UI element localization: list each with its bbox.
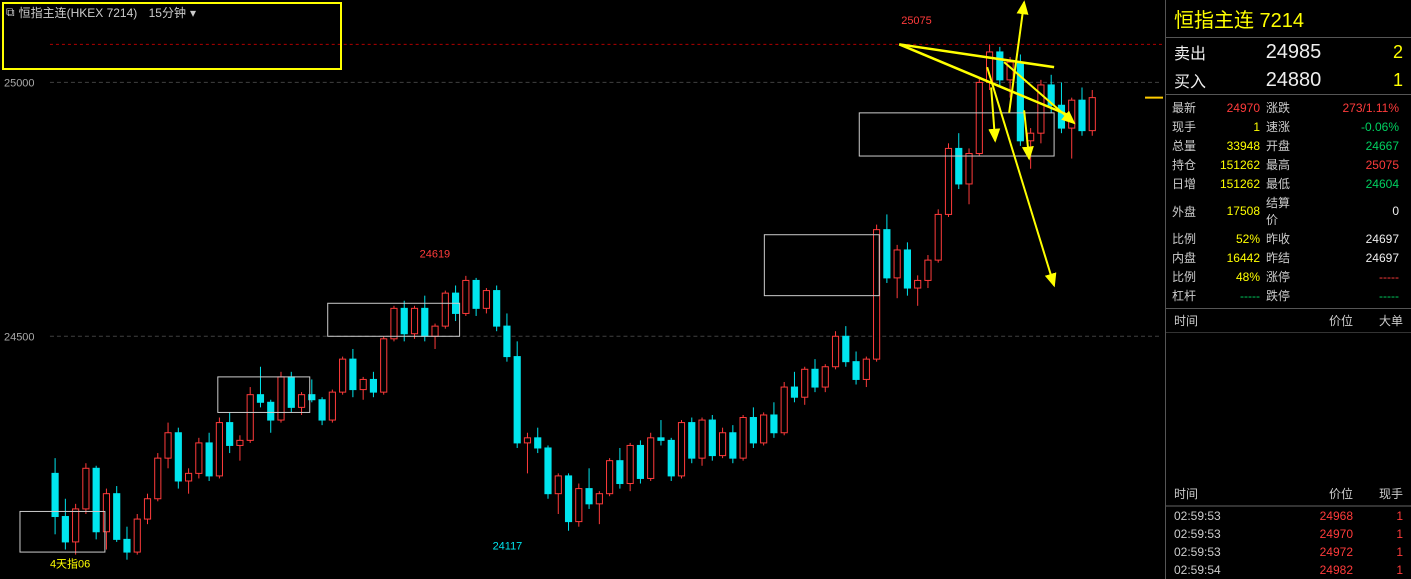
stat-label: 最新 xyxy=(1172,99,1206,116)
stat-value: 24604 xyxy=(1300,177,1405,191)
stat-value: 0 xyxy=(1300,204,1405,218)
tick-row: 02:59:54249821 xyxy=(1166,561,1411,579)
stat-label: 比例 xyxy=(1172,268,1206,285)
svg-text:24619: 24619 xyxy=(420,249,451,261)
symbol-name[interactable]: 恒指主连(HKEX 7214) xyxy=(19,4,138,21)
stat-label: 持仓 xyxy=(1172,156,1206,173)
stat-label: 涨跌 xyxy=(1266,99,1300,116)
svg-text:25000: 25000 xyxy=(4,77,35,89)
stat-value: 24970 xyxy=(1206,101,1266,115)
buy-price: 24880 xyxy=(1266,69,1322,92)
tick-row: 02:59:53249701 xyxy=(1166,525,1411,543)
stat-value: 1 xyxy=(1206,120,1266,134)
tick-time: 02:59:54 xyxy=(1174,563,1293,577)
depth-empty-area xyxy=(1166,333,1411,482)
stat-value: 17508 xyxy=(1206,204,1266,218)
stat-label: 杠杆 xyxy=(1172,287,1206,304)
stat-label: 比例 xyxy=(1172,230,1206,247)
stat-value: 33948 xyxy=(1206,139,1266,153)
stat-label: 昨收 xyxy=(1266,230,1300,247)
depth-h1: 时间 xyxy=(1174,312,1293,329)
tick-qty: 1 xyxy=(1353,545,1403,559)
stat-value: ----- xyxy=(1206,289,1266,303)
tick-price: 24982 xyxy=(1293,563,1353,577)
stat-label: 昨结 xyxy=(1266,249,1300,266)
buy-row[interactable]: 买入 24880 1 xyxy=(1166,66,1411,94)
tick-row: 02:59:53249681 xyxy=(1166,507,1411,525)
tick-price: 24968 xyxy=(1293,509,1353,523)
sell-qty: 2 xyxy=(1373,42,1403,63)
symbol-header[interactable]: ⧉ 恒指主连(HKEX 7214) 15分钟 ▾ xyxy=(6,4,196,21)
stat-label: 最低 xyxy=(1266,175,1300,192)
link-icon: ⧉ xyxy=(6,5,15,20)
stat-value: 52% xyxy=(1206,232,1266,246)
stat-value: 25075 xyxy=(1300,158,1405,172)
depth-h3: 大单 xyxy=(1353,312,1403,329)
stat-value: 151262 xyxy=(1206,158,1266,172)
ticks-list: 02:59:5324968102:59:5324970102:59:532497… xyxy=(1166,506,1411,579)
svg-text:25075: 25075 xyxy=(901,15,932,27)
tick-qty: 1 xyxy=(1353,563,1403,577)
chevron-down-icon[interactable]: ▾ xyxy=(190,6,196,20)
stat-label: 现手 xyxy=(1172,118,1206,135)
svg-text:4天指06: 4天指06 xyxy=(50,556,90,570)
stat-value: 24697 xyxy=(1300,251,1405,265)
ticks-h3: 现手 xyxy=(1353,485,1403,502)
stat-label: 外盘 xyxy=(1172,203,1206,220)
tick-price: 24972 xyxy=(1293,545,1353,559)
stat-label: 日增 xyxy=(1172,175,1206,192)
stats-grid: 最新24970涨跌273/1.11%现手1速涨-0.06%总量33948开盘24… xyxy=(1166,95,1411,309)
tick-row: 02:59:53249721 xyxy=(1166,543,1411,561)
sell-row[interactable]: 卖出 24985 2 xyxy=(1166,38,1411,66)
stat-label: 跌停 xyxy=(1266,287,1300,304)
stat-label: 最高 xyxy=(1266,156,1300,173)
stat-label: 结算价 xyxy=(1266,194,1300,228)
tick-qty: 1 xyxy=(1353,527,1403,541)
buy-label: 买入 xyxy=(1174,68,1214,92)
buy-qty: 1 xyxy=(1373,70,1403,91)
stat-label: 开盘 xyxy=(1266,137,1300,154)
panel-title: 恒指主连 7214 xyxy=(1166,0,1411,38)
sell-label: 卖出 xyxy=(1174,40,1214,64)
stat-value: 273/1.11% xyxy=(1300,101,1405,115)
svg-text:24117: 24117 xyxy=(493,541,523,553)
stat-value: ----- xyxy=(1300,289,1405,303)
stat-label: 涨停 xyxy=(1266,268,1300,285)
stat-label: 内盘 xyxy=(1172,249,1206,266)
stat-value: 24667 xyxy=(1300,139,1405,153)
sell-price: 24985 xyxy=(1266,41,1322,64)
tick-time: 02:59:53 xyxy=(1174,509,1293,523)
stat-value: 16442 xyxy=(1206,251,1266,265)
chart-area[interactable]: ⧉ 恒指主连(HKEX 7214) 15分钟 ▾ 24500 25000 25075… xyxy=(0,0,1166,579)
quote-panel: 恒指主连 7214 卖出 24985 2 买入 24880 1 最新24970涨… xyxy=(1166,0,1411,579)
stat-value: 48% xyxy=(1206,270,1266,284)
depth-header: 时间 价位 大单 xyxy=(1166,309,1411,333)
stat-value: -0.06% xyxy=(1300,120,1405,134)
svg-text:24500: 24500 xyxy=(4,331,35,343)
depth-h2: 价位 xyxy=(1293,312,1353,329)
stat-value: 151262 xyxy=(1206,177,1266,191)
tick-qty: 1 xyxy=(1353,509,1403,523)
ticks-h1: 时间 xyxy=(1174,485,1293,502)
tick-time: 02:59:53 xyxy=(1174,527,1293,541)
tick-price: 24970 xyxy=(1293,527,1353,541)
timeframe-label[interactable]: 15分钟 xyxy=(149,4,186,21)
ticks-header: 时间 价位 现手 xyxy=(1166,482,1411,506)
ticks-h2: 价位 xyxy=(1293,485,1353,502)
candlestick-chart[interactable]: 24500 25000 25075 24619 24117 4天指06 xyxy=(0,0,1165,579)
stat-value: ----- xyxy=(1300,270,1405,284)
tick-time: 02:59:53 xyxy=(1174,545,1293,559)
stat-label: 总量 xyxy=(1172,137,1206,154)
stat-value: 24697 xyxy=(1300,232,1405,246)
stat-label: 速涨 xyxy=(1266,118,1300,135)
